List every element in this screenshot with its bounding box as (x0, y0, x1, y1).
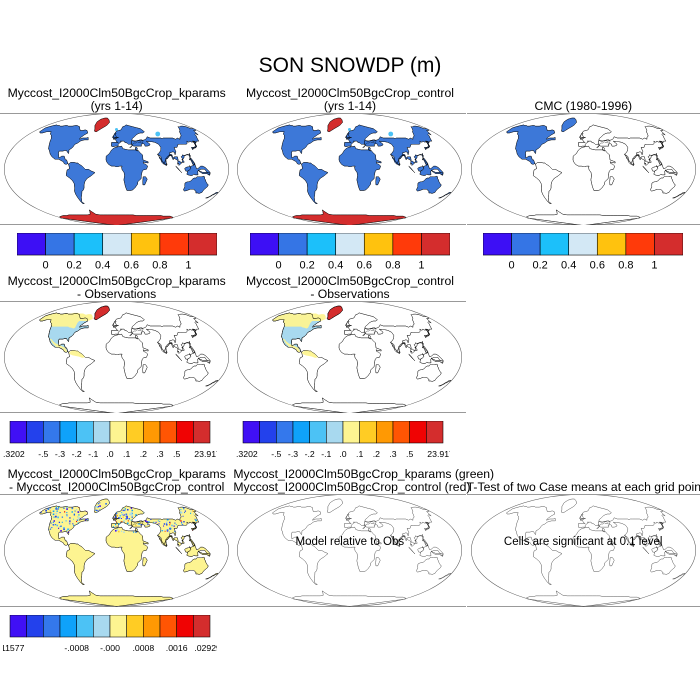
svg-text:-.3: -.3 (288, 449, 298, 459)
svg-text:0: 0 (275, 259, 281, 271)
svg-text:.0016: .0016 (165, 643, 187, 653)
svg-text:-.2: -.2 (305, 449, 315, 459)
svg-text:.1: .1 (123, 449, 130, 459)
svg-text:23.9177: 23.9177 (194, 449, 217, 459)
svg-text:-.1: -.1 (321, 449, 331, 459)
svg-text:-2.3202: -2.3202 (3, 449, 25, 459)
svg-text:-.0008: -.0008 (64, 643, 89, 653)
svg-text:0: 0 (42, 259, 48, 271)
svg-text:.3: .3 (389, 449, 396, 459)
svg-text:23.9177: 23.9177 (427, 449, 450, 459)
svg-text:.0: .0 (106, 449, 113, 459)
svg-text:0.6: 0.6 (123, 259, 138, 271)
svg-text:1: 1 (652, 259, 658, 271)
svg-text:0.2: 0.2 (533, 259, 548, 271)
svg-text:0.8: 0.8 (385, 259, 400, 271)
svg-text:-.11577: -.11577 (3, 643, 25, 653)
svg-text:0.6: 0.6 (590, 259, 605, 271)
svg-text:.0: .0 (339, 449, 346, 459)
svg-text:0.2: 0.2 (66, 259, 81, 271)
svg-text:0: 0 (509, 259, 515, 271)
svg-text:0.4: 0.4 (328, 259, 343, 271)
svg-text:1: 1 (418, 259, 424, 271)
svg-text:.5: .5 (406, 449, 413, 459)
svg-text:.029299: .029299 (194, 643, 217, 653)
svg-text:-.5: -.5 (38, 449, 48, 459)
svg-text:0.2: 0.2 (299, 259, 314, 271)
svg-text:.2: .2 (373, 449, 380, 459)
svg-text:0.4: 0.4 (95, 259, 110, 271)
svg-text:.3: .3 (156, 449, 163, 459)
svg-text:-.2: -.2 (71, 449, 81, 459)
svg-text:.2: .2 (139, 449, 146, 459)
svg-text:0.6: 0.6 (357, 259, 372, 271)
svg-text:.5: .5 (173, 449, 180, 459)
svg-text:-.5: -.5 (271, 449, 281, 459)
svg-text:0.8: 0.8 (619, 259, 634, 271)
svg-text:.1: .1 (356, 449, 363, 459)
svg-text:0.8: 0.8 (152, 259, 167, 271)
svg-text:-2.3202: -2.3202 (236, 449, 258, 459)
svg-text:-.000: -.000 (100, 643, 120, 653)
svg-text:-.1: -.1 (88, 449, 98, 459)
svg-text:0.4: 0.4 (561, 259, 576, 271)
svg-text:.0008: .0008 (132, 643, 154, 653)
svg-text:1: 1 (185, 259, 191, 271)
svg-text:-.3: -.3 (55, 449, 65, 459)
